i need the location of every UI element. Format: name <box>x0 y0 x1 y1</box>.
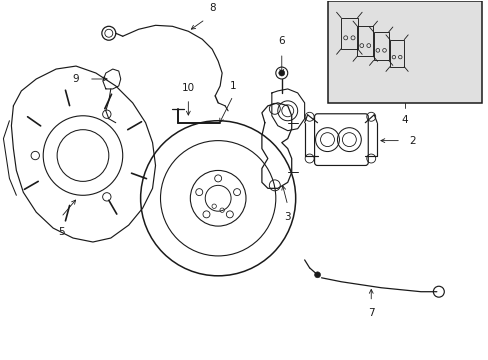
Text: 9: 9 <box>72 74 79 84</box>
Text: 7: 7 <box>367 307 374 318</box>
Circle shape <box>278 70 284 76</box>
Text: 5: 5 <box>58 227 64 237</box>
Text: 10: 10 <box>182 83 195 93</box>
Text: 1: 1 <box>229 81 236 91</box>
Bar <box>327 1 481 103</box>
Text: 2: 2 <box>408 136 415 145</box>
Text: 4: 4 <box>401 115 407 125</box>
Bar <box>389 40 404 67</box>
Text: 6: 6 <box>278 36 285 46</box>
Circle shape <box>275 67 287 79</box>
Circle shape <box>314 272 320 278</box>
Bar <box>341 18 357 49</box>
Text: 8: 8 <box>208 3 215 13</box>
Text: 3: 3 <box>284 212 290 222</box>
Bar <box>357 26 372 56</box>
Circle shape <box>432 286 444 297</box>
Bar <box>373 32 388 60</box>
Circle shape <box>102 26 116 40</box>
